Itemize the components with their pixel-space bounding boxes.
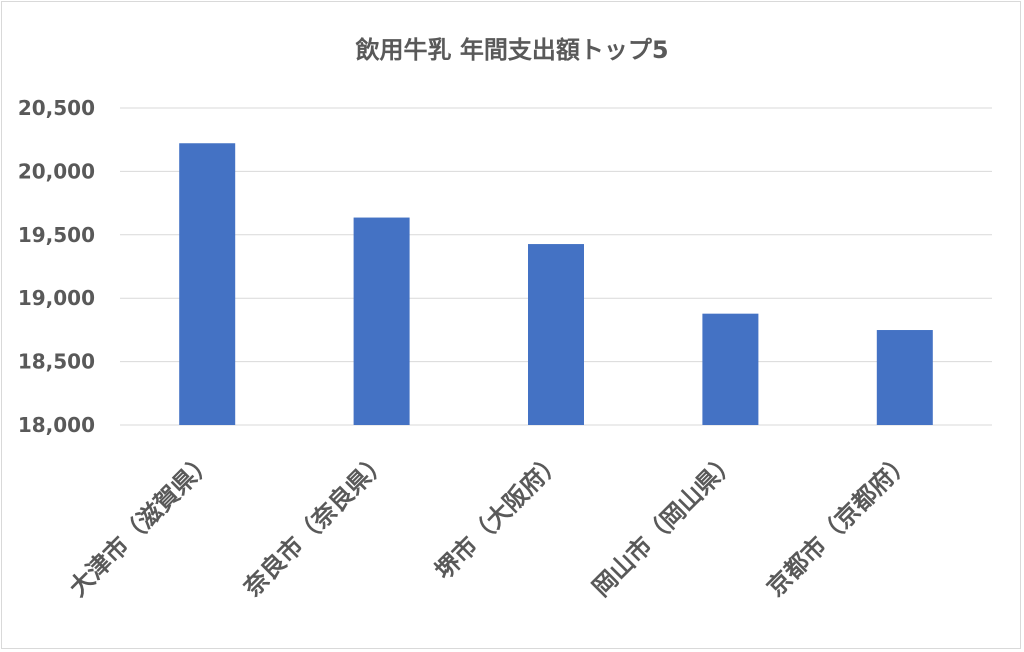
chart-title: 飲用牛乳 年間支出額トップ5 bbox=[354, 36, 668, 64]
x-tick-label: 岡山市（岡山県） bbox=[587, 446, 743, 602]
x-tick-label: 京都市（京都府） bbox=[761, 446, 917, 602]
y-tick-label: 19,500 bbox=[18, 223, 95, 247]
y-tick-label: 18,000 bbox=[18, 413, 95, 437]
bar bbox=[702, 313, 759, 425]
y-tick-label: 19,000 bbox=[18, 286, 95, 310]
x-tick-label: 奈良市（奈良県） bbox=[238, 446, 394, 602]
y-tick-label: 20,500 bbox=[18, 96, 95, 120]
x-tick-label: 大津市（滋賀県） bbox=[64, 446, 220, 602]
y-axis: 18,000 18,500 19,000 19,500 20,000 20,500 bbox=[18, 96, 95, 437]
y-tick-label: 18,500 bbox=[18, 350, 95, 374]
x-axis: 大津市（滋賀県） 奈良市（奈良県） 堺市（大阪府） 岡山市（岡山県） 京都市（京都府） bbox=[64, 446, 917, 602]
bar bbox=[179, 143, 236, 425]
x-tick-label: 堺市（大阪府） bbox=[430, 446, 569, 585]
y-tick-label: 20,000 bbox=[18, 159, 95, 183]
bar bbox=[528, 244, 584, 425]
gridlines bbox=[120, 107, 992, 426]
bars bbox=[179, 143, 933, 425]
bar bbox=[353, 217, 410, 425]
bar bbox=[876, 330, 933, 425]
